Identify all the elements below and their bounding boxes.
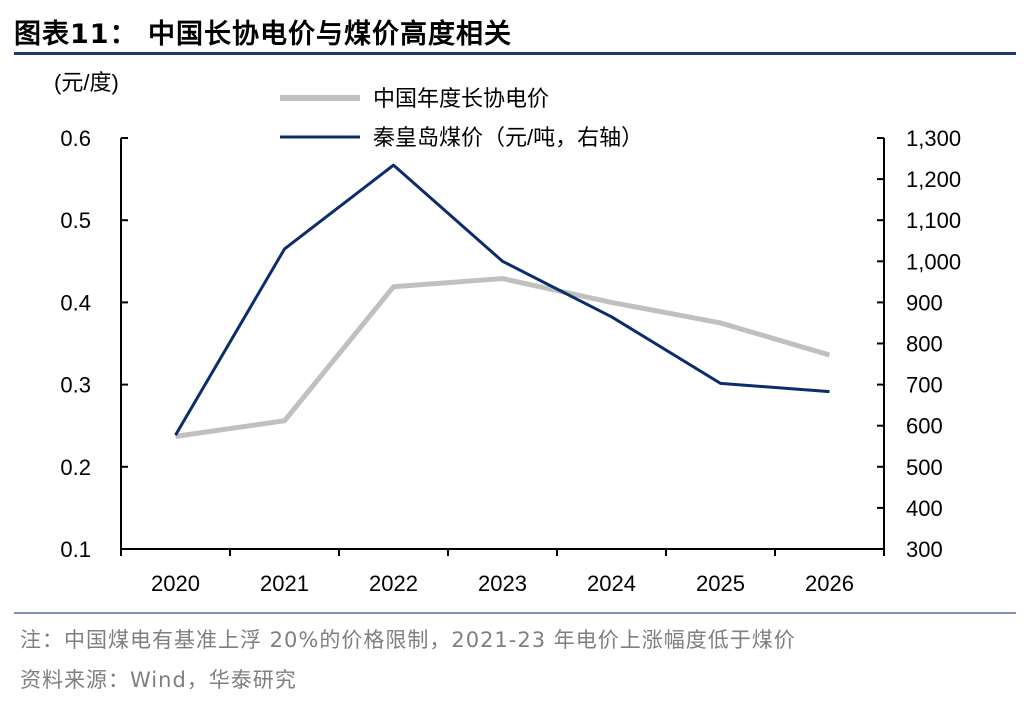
title-rule [14, 52, 1016, 55]
left-tick-label: 0.2 [60, 455, 91, 480]
series-coal-price [174, 163, 830, 436]
footnote: 注：中国煤电有基准上浮 20%的价格限制，2021-23 年电价上涨幅度低于煤价 [20, 628, 796, 652]
right-tick-label: 300 [906, 537, 943, 562]
legend-label: 秦皇岛煤价（元/吨，右轴） [373, 125, 643, 150]
right-tick-label: 1,100 [906, 208, 961, 233]
source-note: 资料来源：Wind，华泰研究 [20, 668, 297, 692]
x-tick-label: 2022 [369, 571, 418, 596]
right-tick-label: 900 [906, 290, 943, 315]
right-tick-label: 700 [906, 373, 943, 398]
x-tick-label: 2021 [260, 571, 309, 596]
left-tick-label: 0.1 [60, 537, 91, 562]
x-tick-label: 2020 [151, 571, 200, 596]
left-tick-label: 0.3 [60, 373, 91, 398]
right-tick-label: 600 [906, 414, 943, 439]
series-line-power-price [175, 276, 831, 439]
x-tick-label: 2024 [587, 571, 636, 596]
footer-rule [14, 612, 1016, 614]
x-tick-label: 2023 [478, 571, 527, 596]
right-tick-label: 1,000 [906, 249, 961, 274]
x-tick-label: 2025 [696, 571, 745, 596]
figure-title: 图表11： 中国长协电价与煤价高度相关 [14, 19, 512, 50]
left-axis-unit: (元/度) [54, 70, 119, 95]
right-tick-label: 400 [906, 496, 943, 521]
left-tick-label: 0.5 [60, 208, 91, 233]
right-tick-label: 1,200 [906, 167, 961, 192]
axes: 0.6 0.5 0.4 0.3 0.2 0.1 1,300 1,200 1,100 1,000 90… [60, 126, 961, 596]
left-tick-label: 0.4 [60, 290, 91, 315]
right-tick-label: 500 [906, 455, 943, 480]
x-tick-label: 2026 [805, 571, 854, 596]
series-power-price [175, 276, 831, 439]
right-tick-label: 1,300 [906, 126, 961, 151]
left-tick-label: 0.6 [60, 126, 91, 151]
series-layer [174, 163, 831, 439]
legend-label: 中国年度长协电价 [373, 86, 549, 111]
right-tick-label: 800 [906, 332, 943, 357]
series-line-coal-price [174, 163, 830, 436]
